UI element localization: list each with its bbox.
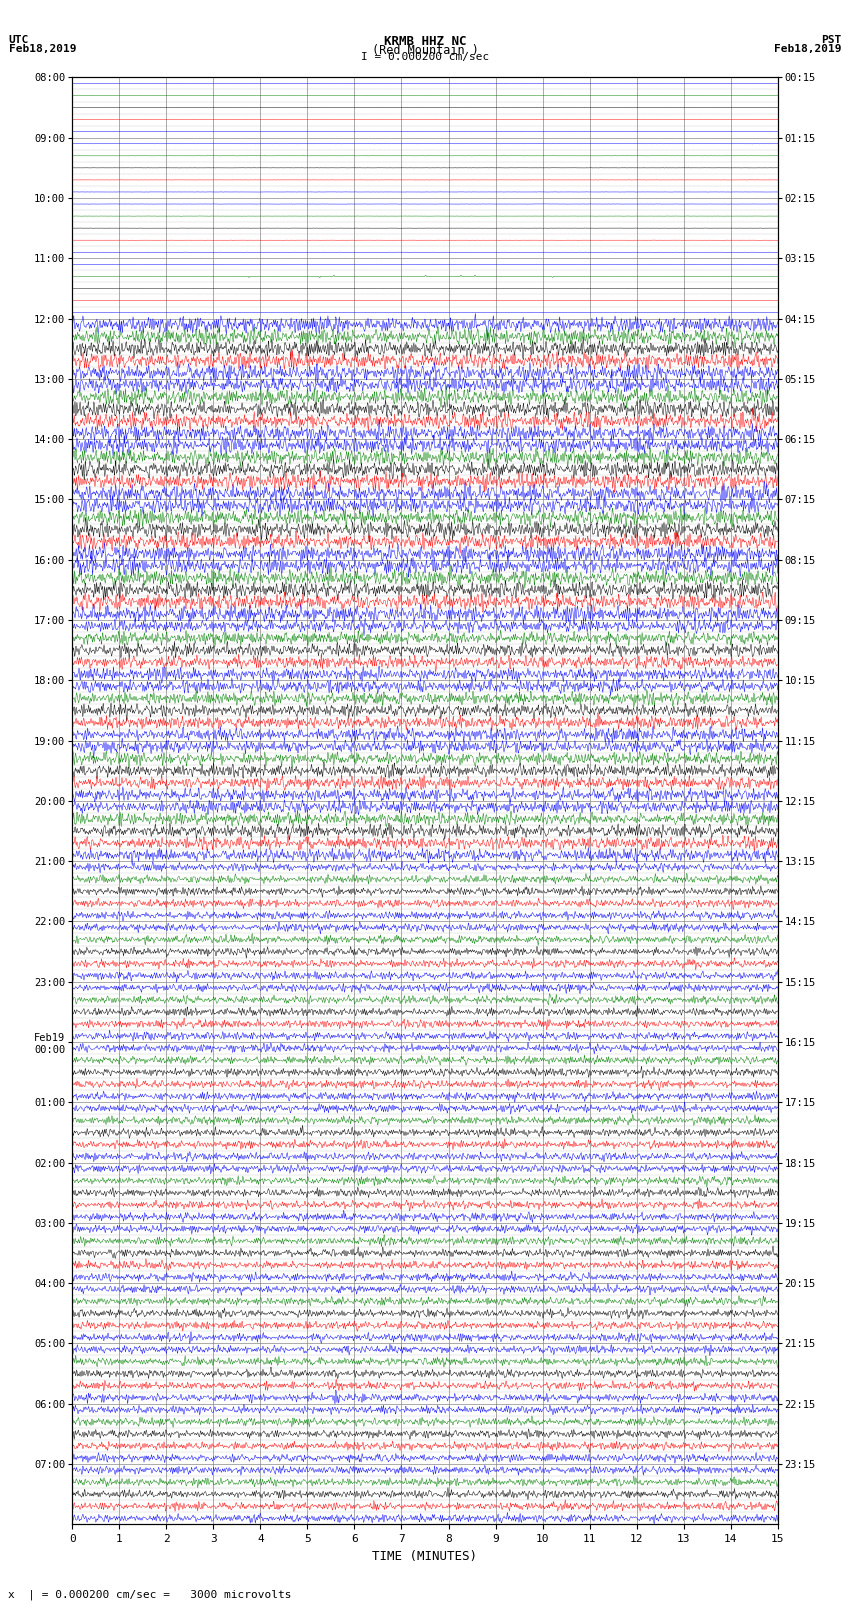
Text: PST: PST xyxy=(821,35,842,45)
Text: Feb18,2019: Feb18,2019 xyxy=(8,44,76,53)
Text: x  | = 0.000200 cm/sec =   3000 microvolts: x | = 0.000200 cm/sec = 3000 microvolts xyxy=(8,1589,292,1600)
Text: Feb18,2019: Feb18,2019 xyxy=(774,44,842,53)
Text: I = 0.000200 cm/sec: I = 0.000200 cm/sec xyxy=(361,52,489,61)
Text: KRMB HHZ NC: KRMB HHZ NC xyxy=(383,35,467,48)
Text: UTC: UTC xyxy=(8,35,29,45)
X-axis label: TIME (MINUTES): TIME (MINUTES) xyxy=(372,1550,478,1563)
Text: (Red Mountain ): (Red Mountain ) xyxy=(371,44,479,56)
